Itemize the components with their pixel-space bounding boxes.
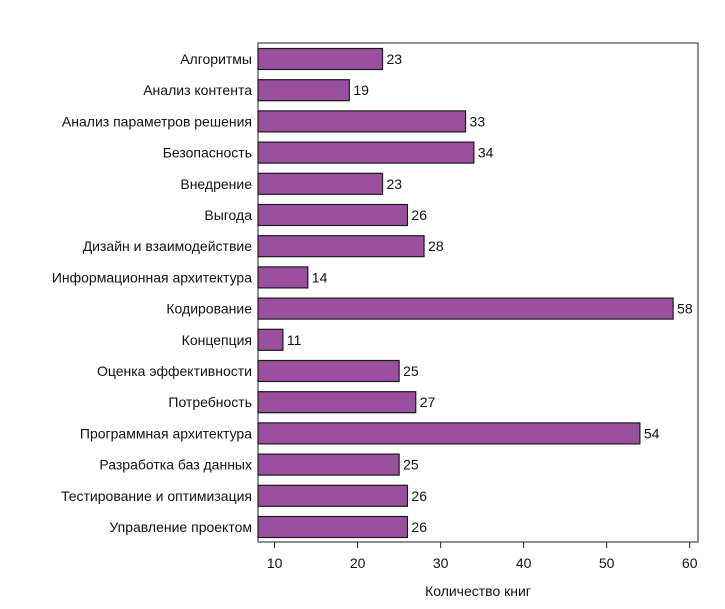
data-label: 26 — [411, 488, 427, 504]
data-label: 23 — [387, 176, 403, 192]
x-tick-label: 20 — [350, 555, 366, 571]
data-label: 34 — [478, 145, 494, 161]
category-label: Управление проектом — [109, 519, 252, 535]
bar — [257, 203, 409, 227]
category-label: Программная архитектура — [80, 425, 252, 441]
data-label: 28 — [428, 238, 444, 254]
data-label: 25 — [403, 457, 419, 473]
category-label: Кодирование — [166, 301, 252, 317]
plot-frame — [257, 42, 699, 543]
category-label: Концепция — [182, 332, 252, 348]
x-axis: 10 20 30 40 50 60 — [267, 542, 698, 571]
category-label: Внедрение — [180, 176, 252, 192]
x-tick-label: 30 — [433, 555, 449, 571]
data-label: 11 — [287, 332, 302, 348]
data-label: 54 — [644, 425, 660, 441]
data-label: 33 — [470, 113, 486, 129]
bar — [257, 359, 400, 383]
data-label: 26 — [411, 207, 427, 223]
bar — [257, 453, 400, 476]
bar — [257, 110, 467, 133]
data-label: 23 — [387, 51, 403, 67]
bar — [257, 235, 425, 258]
data-label: 14 — [312, 269, 328, 285]
bar — [257, 422, 641, 445]
bar — [257, 515, 409, 539]
data-label: 26 — [411, 519, 427, 535]
bar — [257, 328, 284, 351]
category-label: Анализ параметров решения — [62, 113, 252, 129]
category-label: Тестирование и оптимизация — [61, 488, 252, 504]
category-label: Дизайн и взаимодействие — [83, 238, 253, 254]
category-label: Потребность — [168, 394, 252, 410]
x-tick-label: 10 — [267, 555, 283, 571]
bar — [257, 79, 350, 102]
category-label: Выгода — [204, 207, 252, 223]
category-label: Оценка эффективности — [97, 363, 252, 379]
data-label: 58 — [677, 301, 693, 317]
data-label: 19 — [353, 82, 369, 98]
data-label: 27 — [420, 394, 436, 410]
x-tick-label: 60 — [682, 555, 698, 571]
category-label: Анализ контента — [143, 82, 252, 98]
bar — [257, 391, 417, 414]
category-label: Информационная архитектура — [52, 269, 252, 285]
category-label: Разработка баз данных — [99, 457, 252, 473]
category-label: Безопасность — [163, 145, 252, 161]
bars-layer: Алгоритмы 23 Анализ контента 19 Анализ парам… — [52, 47, 693, 539]
x-axis-title: Количество книг — [425, 583, 531, 599]
x-tick-label: 40 — [516, 555, 532, 571]
category-label: Алгоритмы — [180, 51, 252, 67]
bar — [257, 141, 475, 164]
data-label: 25 — [403, 363, 419, 379]
bar — [257, 484, 409, 507]
bar — [257, 172, 384, 195]
bar — [257, 297, 674, 320]
bar — [257, 47, 384, 71]
x-tick-label: 50 — [599, 555, 615, 571]
bar — [257, 266, 309, 289]
